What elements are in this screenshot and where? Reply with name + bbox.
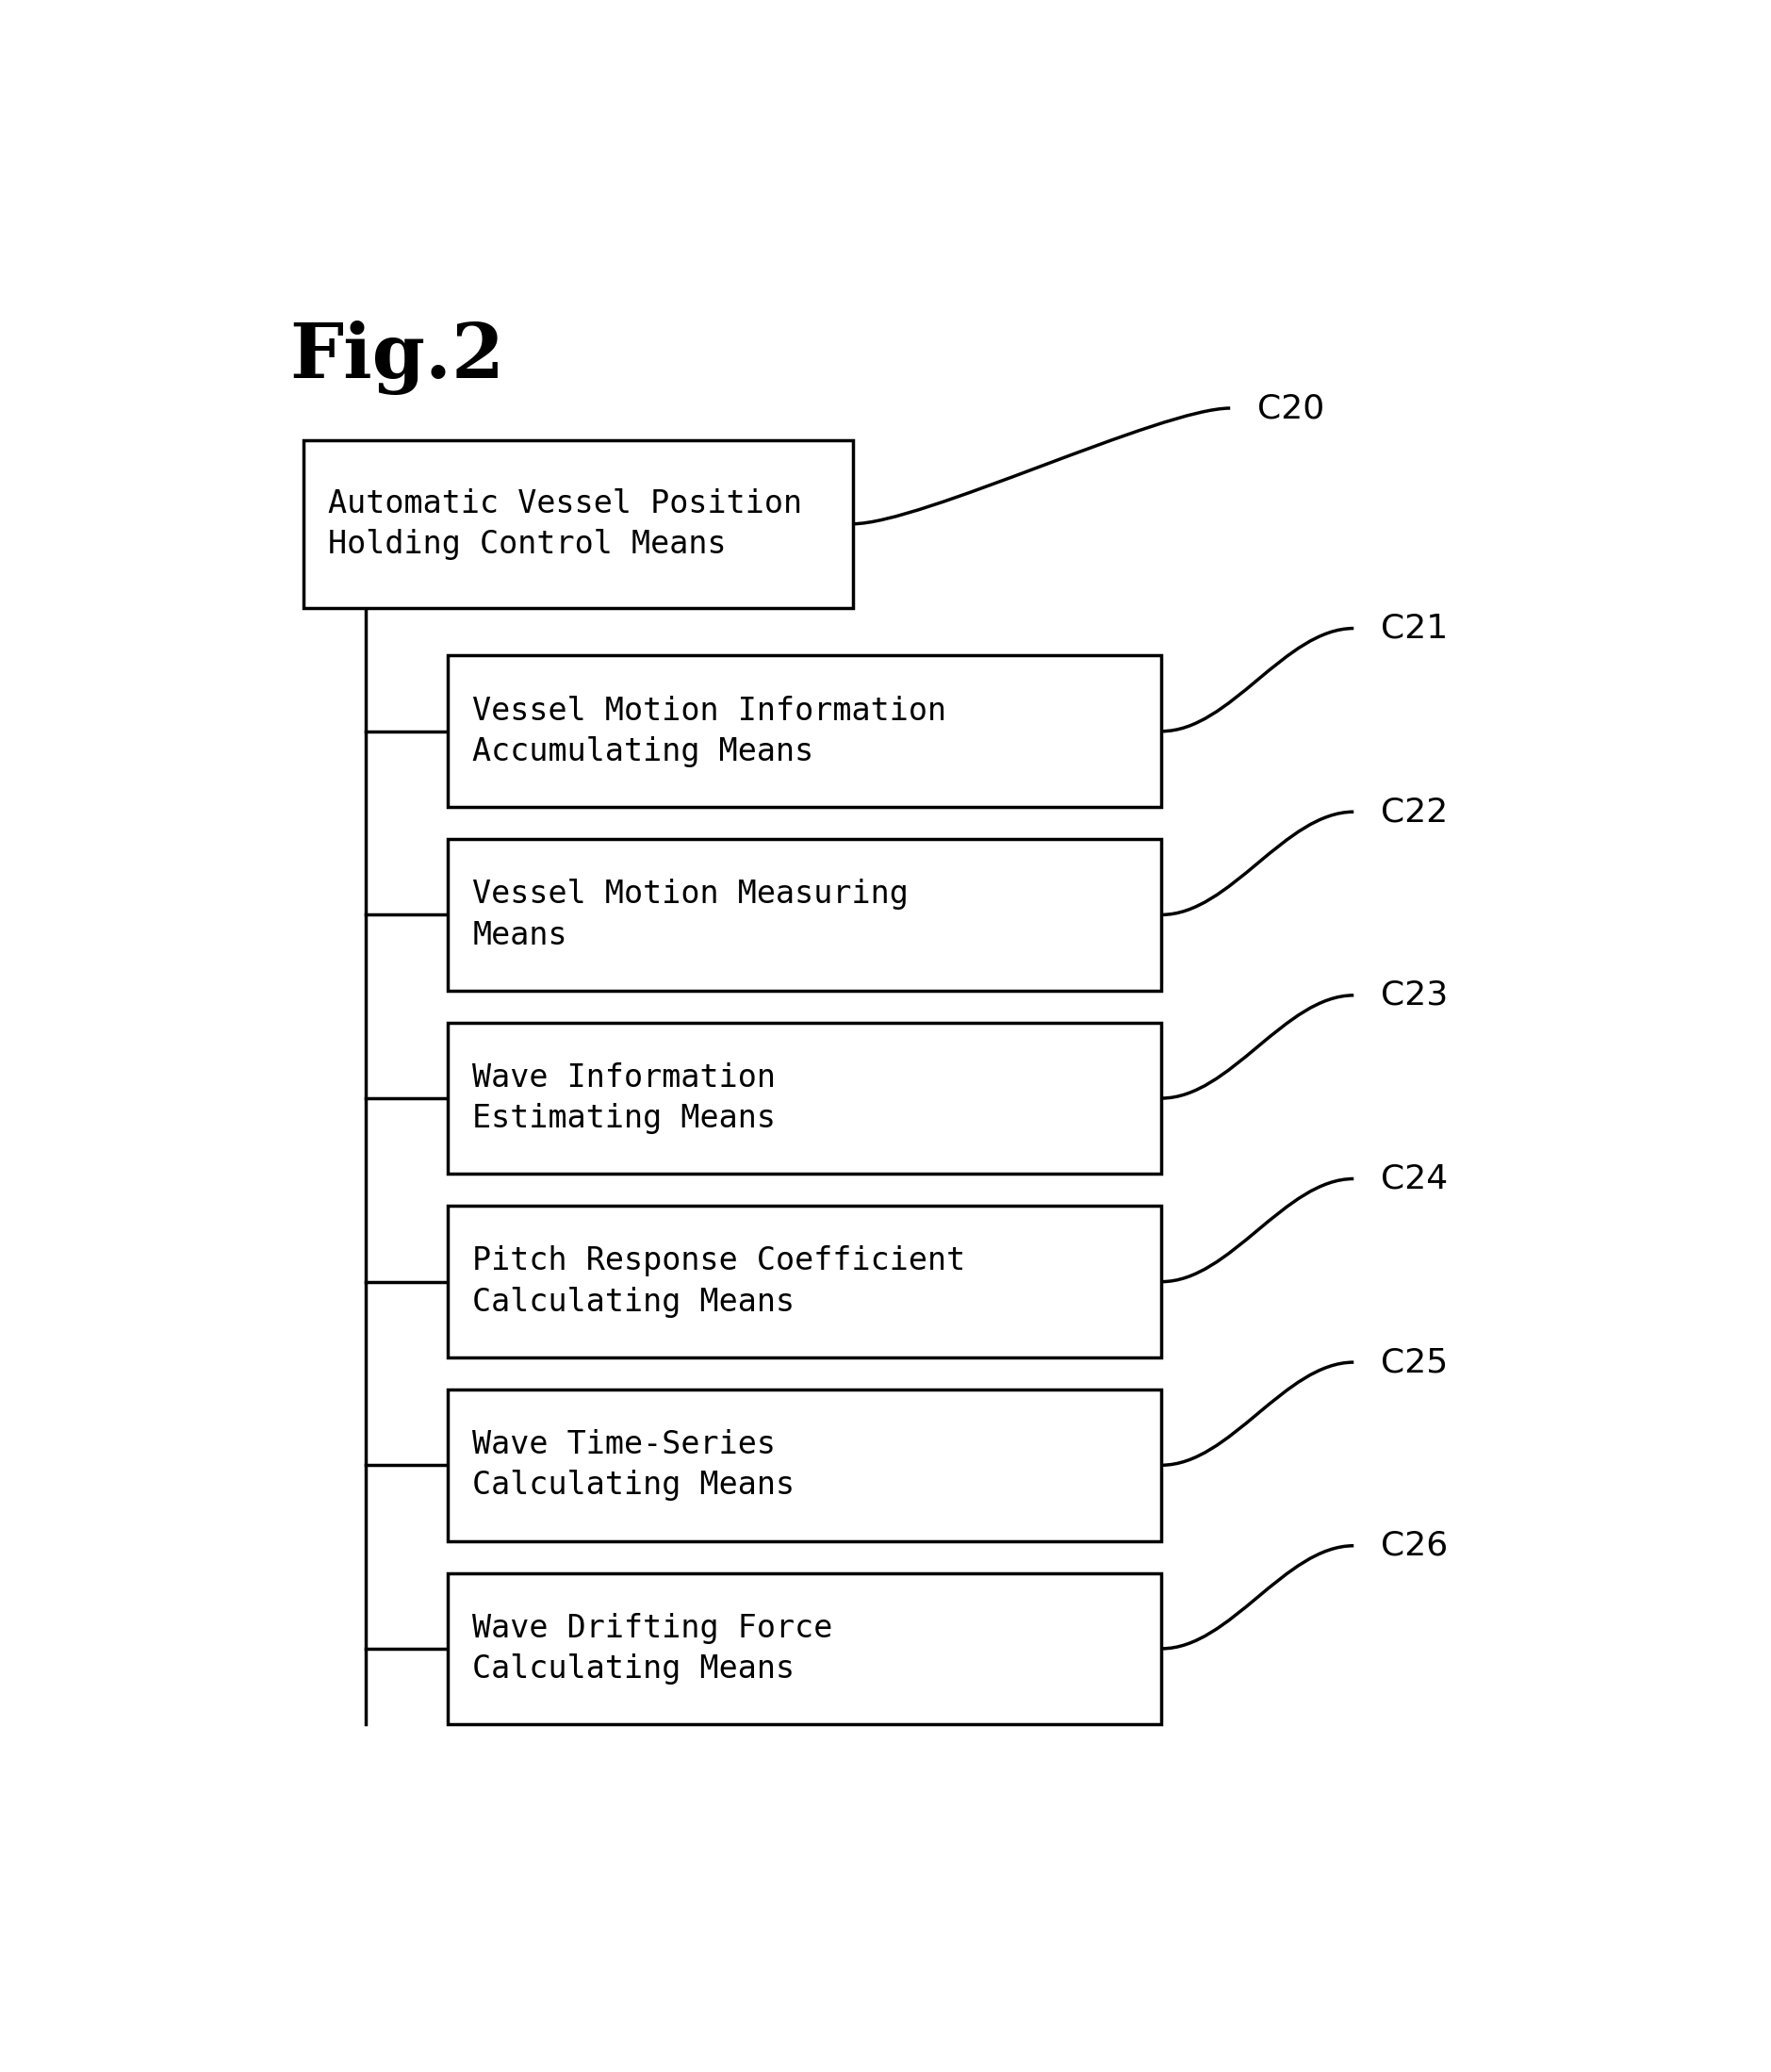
Bar [448, 1206, 1162, 1357]
Text: Wave Information
Estimating Means: Wave Information Estimating Means [473, 1063, 776, 1133]
Bar [448, 655, 1162, 806]
Text: C21: C21 [1381, 613, 1449, 644]
Text: Wave Time-Series
Calculating Means: Wave Time-Series Calculating Means [473, 1430, 795, 1502]
Text: C25: C25 [1381, 1347, 1449, 1378]
Text: C22: C22 [1381, 796, 1449, 829]
Text: C26: C26 [1381, 1529, 1449, 1562]
Text: C24: C24 [1381, 1162, 1449, 1196]
Text: C20: C20 [1257, 392, 1325, 425]
Bar [305, 439, 854, 607]
Text: Fig.2: Fig.2 [290, 321, 505, 396]
Bar [448, 1390, 1162, 1542]
Text: Automatic Vessel Position
Holding Control Means: Automatic Vessel Position Holding Contro… [328, 487, 802, 559]
Text: C23: C23 [1381, 980, 1449, 1011]
Text: Vessel Motion Information
Accumulating Means: Vessel Motion Information Accumulating M… [473, 696, 947, 767]
Bar [448, 839, 1162, 990]
Text: Pitch Response Coefficient
Calculating Means: Pitch Response Coefficient Calculating M… [473, 1245, 965, 1318]
Text: Wave Drifting Force
Calculating Means: Wave Drifting Force Calculating Means [473, 1612, 832, 1685]
Text: Vessel Motion Measuring
Means: Vessel Motion Measuring Means [473, 879, 909, 951]
Bar [448, 1021, 1162, 1175]
Bar [448, 1573, 1162, 1724]
